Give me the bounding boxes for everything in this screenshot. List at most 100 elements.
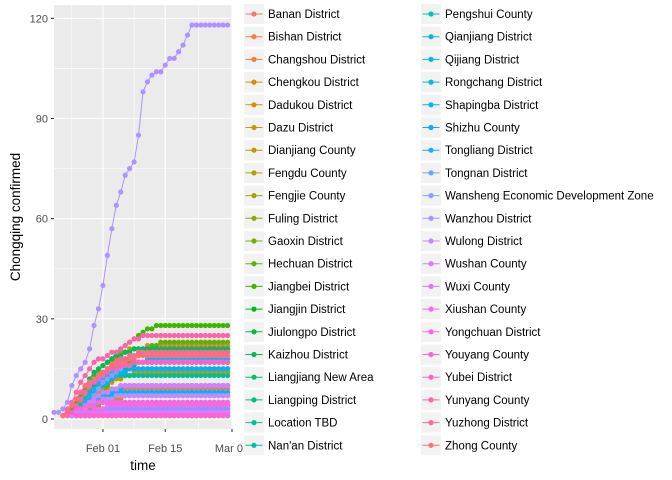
data-point: [184, 352, 191, 359]
data-point: [122, 399, 128, 405]
data-point: [131, 393, 137, 399]
data-point: [140, 372, 146, 379]
data-point: [87, 413, 93, 419]
data-point: [144, 79, 151, 85]
data-point: [109, 399, 115, 405]
legend-key-point: [428, 34, 434, 40]
data-point: [104, 413, 110, 419]
data-point: [162, 399, 168, 405]
legend-label: Wulong District: [445, 236, 523, 248]
data-point: [216, 393, 222, 399]
data-point: [167, 413, 173, 419]
legend-item: Jiangbei District: [244, 276, 350, 297]
data-point: [216, 359, 222, 365]
legend-item: Yunyang County: [421, 389, 530, 410]
legend-label: Yongchuan District: [445, 327, 541, 339]
data-point: [109, 386, 115, 392]
data-point: [180, 339, 186, 345]
data-point: [193, 22, 199, 28]
legend-label: Pengshui County: [445, 9, 533, 21]
data-point: [100, 389, 106, 395]
data-point: [118, 413, 124, 419]
data-point: [144, 352, 151, 359]
legend-key-point: [251, 147, 257, 153]
series-zhong-county: [60, 352, 231, 419]
data-point: [189, 22, 195, 28]
legend-item: Wulong District: [421, 231, 523, 251]
data-point: [193, 413, 199, 419]
y-tick-label: 60: [36, 214, 48, 226]
data-point: [87, 366, 93, 372]
data-point: [220, 383, 226, 389]
data-point: [167, 359, 173, 365]
data-point: [131, 356, 137, 362]
data-point: [198, 413, 204, 419]
legend-key-point: [251, 170, 257, 176]
data-point: [82, 359, 88, 365]
data-point: [122, 359, 128, 365]
data-point: [135, 383, 142, 389]
data-point: [180, 352, 186, 359]
data-point: [131, 413, 137, 419]
data-point: [171, 413, 177, 419]
data-point: [91, 369, 97, 375]
y-tick-label: 90: [36, 114, 48, 126]
data-point: [82, 403, 88, 409]
data-point: [211, 383, 217, 389]
legend-label: Tongnan District: [445, 168, 528, 180]
data-point: [193, 372, 199, 379]
data-point: [135, 413, 142, 419]
legend-label: Qianjiang District: [445, 32, 533, 44]
legend-key-point: [251, 56, 257, 63]
data-point: [118, 393, 124, 399]
legend-item: Rongchang District: [421, 72, 543, 93]
data-point: [95, 306, 102, 312]
data-point: [140, 383, 146, 389]
legend-item: Qijiang District: [421, 49, 520, 70]
data-point: [176, 339, 182, 345]
data-point: [73, 372, 79, 379]
data-point: [220, 393, 226, 399]
legend-label: Bishan District: [268, 32, 342, 44]
data-point: [216, 332, 222, 339]
data-point: [162, 332, 168, 339]
legend-item: Hechuan District: [244, 253, 353, 274]
data-point: [135, 352, 142, 359]
legend-item: Location TBD: [244, 412, 337, 433]
data-point: [224, 332, 231, 339]
data-point: [202, 383, 208, 389]
legend-label: Dazu District: [268, 123, 334, 135]
data-point: [216, 352, 222, 359]
legend-label: Fuling District: [268, 213, 338, 225]
data-point: [158, 413, 164, 419]
series-layer: [51, 22, 231, 419]
legend-item: Bishan District: [244, 26, 342, 47]
data-point: [171, 359, 177, 365]
data-point: [149, 326, 155, 332]
data-point: [104, 352, 110, 359]
data-point: [73, 389, 79, 395]
data-point: [184, 332, 191, 339]
data-point: [202, 399, 208, 405]
data-point: [162, 413, 168, 419]
data-point: [109, 413, 115, 419]
data-point: [171, 332, 177, 339]
data-point: [82, 389, 88, 395]
data-point: [140, 399, 146, 405]
data-point: [127, 362, 133, 369]
legend-item: Fengdu County: [244, 162, 347, 183]
data-point: [216, 22, 222, 28]
data-point: [113, 413, 119, 419]
legend-item: Changshou District: [244, 49, 366, 70]
data-point: [113, 202, 119, 208]
data-point: [162, 359, 168, 365]
data-point: [211, 399, 217, 405]
legend-key-point: [251, 79, 257, 85]
legend-key-point: [428, 329, 434, 335]
data-point: [171, 393, 177, 399]
data-point: [162, 372, 168, 379]
data-point: [100, 369, 106, 375]
legend-key-point: [251, 420, 257, 426]
legend-key-point: [428, 56, 434, 63]
data-point: [207, 393, 213, 399]
